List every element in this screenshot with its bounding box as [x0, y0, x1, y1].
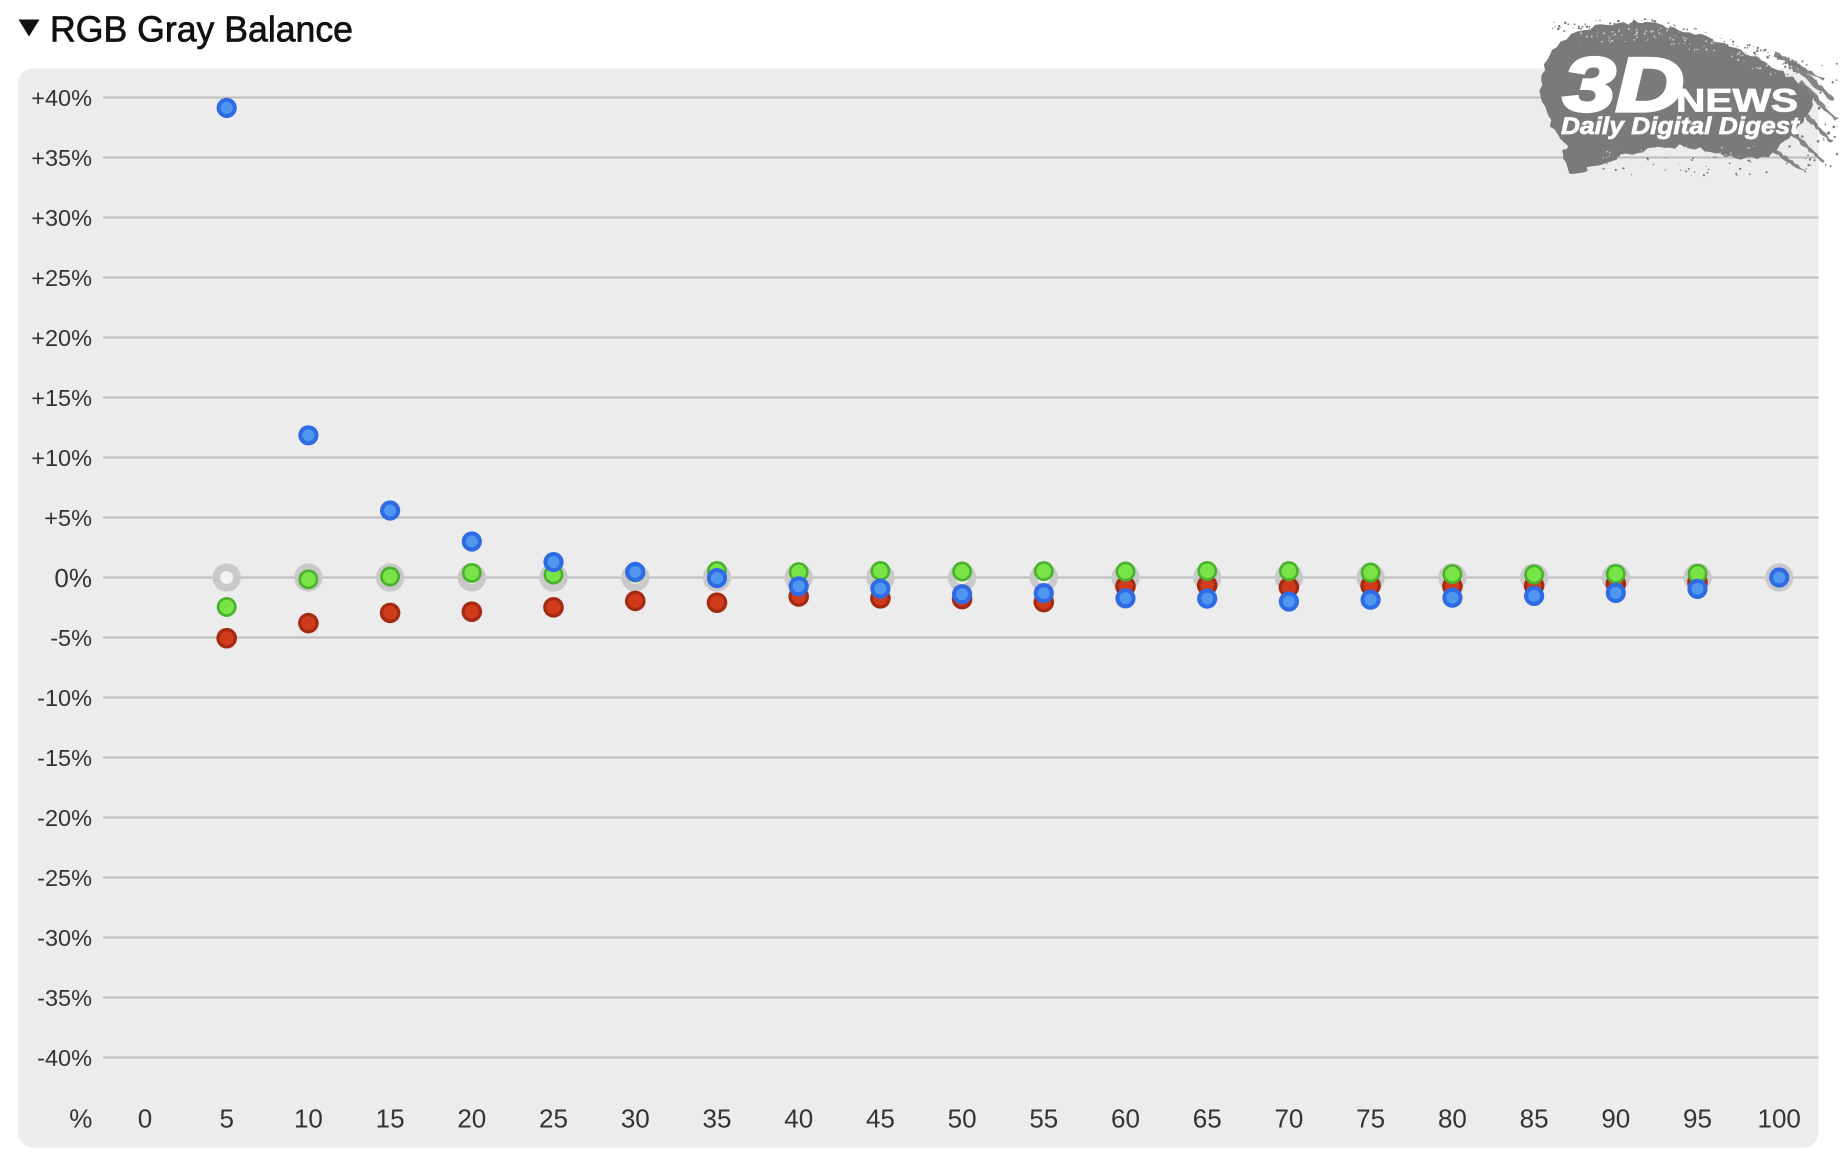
svg-text:60: 60: [1111, 1104, 1140, 1134]
svg-text:35: 35: [703, 1104, 732, 1134]
svg-text:+30%: +30%: [31, 205, 92, 231]
svg-text:Daily Digital Digest: Daily Digital Digest: [1561, 113, 1800, 140]
svg-text:NEWS: NEWS: [1676, 82, 1798, 118]
svg-text:-20%: -20%: [37, 805, 92, 831]
svg-text:-25%: -25%: [37, 865, 92, 891]
svg-text:+40%: +40%: [31, 85, 92, 111]
svg-text:-40%: -40%: [37, 1045, 92, 1071]
svg-text:0: 0: [138, 1104, 152, 1134]
svg-text:65: 65: [1193, 1104, 1222, 1134]
svg-text:3D: 3D: [1563, 43, 1684, 128]
svg-text:25: 25: [539, 1104, 568, 1134]
svg-text:40: 40: [784, 1104, 813, 1134]
svg-text:75: 75: [1356, 1104, 1385, 1134]
svg-text:+35%: +35%: [31, 145, 92, 171]
svg-text:70: 70: [1274, 1104, 1303, 1134]
svg-text:20: 20: [457, 1104, 486, 1134]
svg-text:-15%: -15%: [37, 745, 92, 771]
svg-text:+20%: +20%: [31, 325, 92, 351]
svg-text:+15%: +15%: [31, 385, 92, 411]
svg-text:100: 100: [1758, 1104, 1801, 1134]
svg-text:50: 50: [948, 1104, 977, 1134]
svg-text:45: 45: [866, 1104, 895, 1134]
svg-text:15: 15: [376, 1104, 405, 1134]
svg-text:-35%: -35%: [37, 985, 92, 1011]
svg-text:80: 80: [1438, 1104, 1467, 1134]
svg-text:RGB Gray Balance: RGB Gray Balance: [50, 8, 353, 49]
svg-text:0%: 0%: [54, 563, 92, 593]
svg-text:10: 10: [294, 1104, 323, 1134]
svg-text:30: 30: [621, 1104, 650, 1134]
svg-text:95: 95: [1683, 1104, 1712, 1134]
svg-text:-5%: -5%: [50, 625, 92, 651]
svg-text:5: 5: [219, 1104, 233, 1134]
svg-text:55: 55: [1029, 1104, 1058, 1134]
svg-text:-10%: -10%: [37, 685, 92, 711]
svg-text:85: 85: [1520, 1104, 1549, 1134]
svg-text:+25%: +25%: [31, 265, 92, 291]
svg-text:-30%: -30%: [37, 925, 92, 951]
svg-text:+5%: +5%: [44, 505, 92, 531]
svg-text:%: %: [69, 1104, 92, 1134]
svg-text:90: 90: [1601, 1104, 1630, 1134]
svg-text:+10%: +10%: [31, 445, 92, 471]
